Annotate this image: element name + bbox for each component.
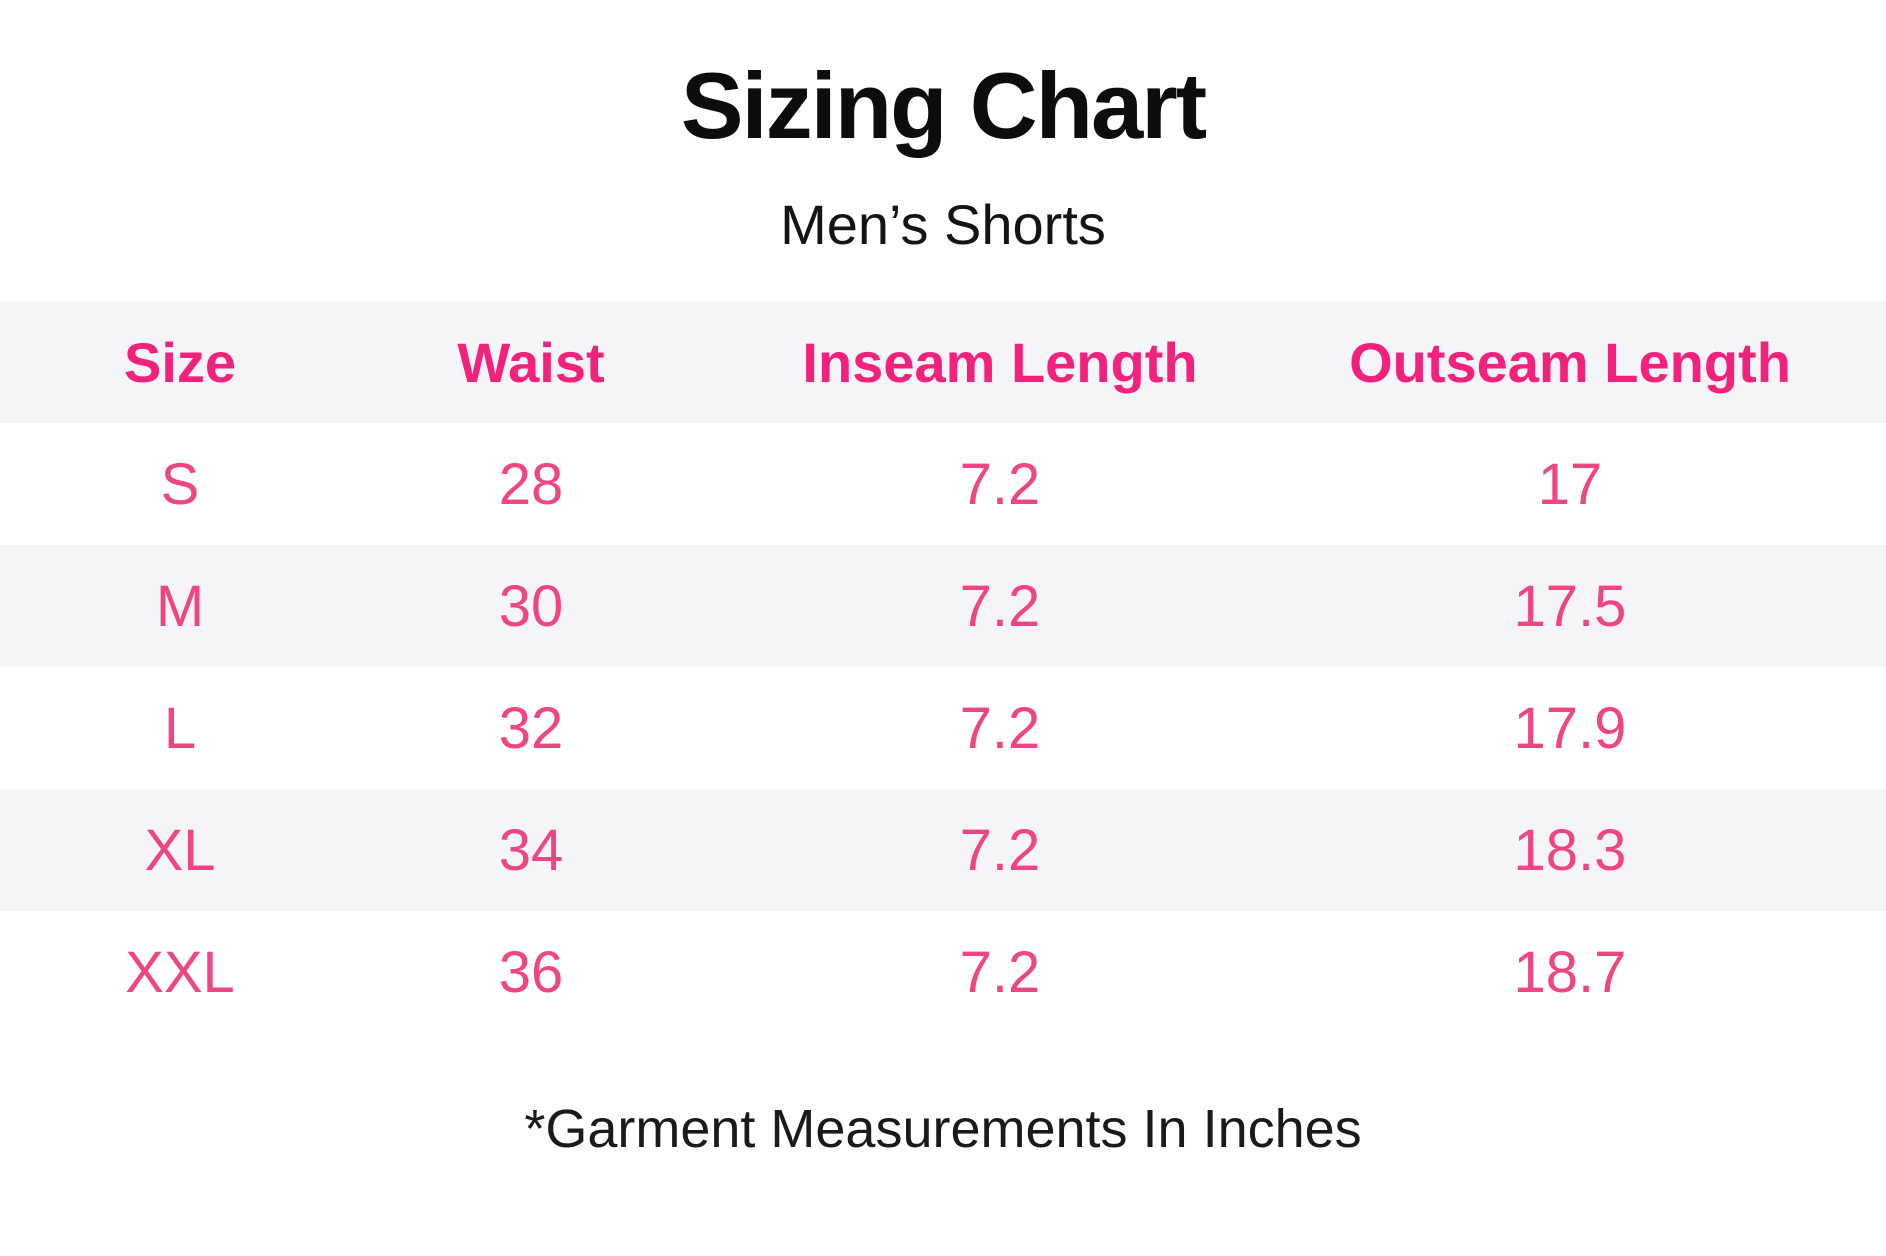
table-row-xxl: XXL 36 7.2 18.7 xyxy=(0,911,1886,1033)
table-row-m: M 30 7.2 17.5 xyxy=(0,545,1886,667)
page-subtitle: Men’s Shorts xyxy=(780,193,1106,256)
table-cell-size: XXL xyxy=(125,939,235,1005)
table-cell-outseam: 17.9 xyxy=(1513,695,1627,761)
column-header-outseam-length: Outseam Length xyxy=(1349,330,1791,394)
table-cell-waist: 34 xyxy=(498,817,564,883)
table-cell-outseam: 18.7 xyxy=(1513,939,1627,1005)
table-cell-size: S xyxy=(160,451,200,517)
table-cell-inseam: 7.2 xyxy=(959,573,1041,639)
table-row-l: L 32 7.2 17.9 xyxy=(0,667,1886,789)
table-cell-outseam: 17.5 xyxy=(1513,573,1627,639)
page-title: Sizing Chart xyxy=(680,53,1207,158)
sizing-table: Size Waist Inseam Length Outseam Length … xyxy=(0,301,1886,1033)
column-header-waist: Waist xyxy=(457,330,605,394)
table-cell-size: M xyxy=(155,573,205,639)
table-cell-inseam: 7.2 xyxy=(959,817,1041,883)
footnote: *Garment Measurements In Inches xyxy=(524,1099,1362,1159)
table-cell-outseam: 18.3 xyxy=(1513,817,1627,883)
table-cell-size: XL xyxy=(144,817,216,883)
table-cell-waist: 28 xyxy=(498,451,564,517)
table-cell-waist: 30 xyxy=(498,573,564,639)
header-row: Size Waist Inseam Length Outseam Length xyxy=(0,301,1886,423)
table-cell-outseam: 17 xyxy=(1537,451,1603,517)
table-cell-inseam: 7.2 xyxy=(959,939,1041,1005)
table-cell-waist: 32 xyxy=(498,695,564,761)
table-cell-inseam: 7.2 xyxy=(959,451,1041,517)
table-cell-waist: 36 xyxy=(498,939,564,1005)
table-row-s: S 28 7.2 17 xyxy=(0,423,1886,545)
table-cell-inseam: 7.2 xyxy=(959,695,1041,761)
column-header-inseam-length: Inseam Length xyxy=(802,330,1198,394)
table-cell-size: L xyxy=(163,695,197,761)
column-header-size: Size xyxy=(123,330,237,394)
table-row-xl: XL 34 7.2 18.3 xyxy=(0,789,1886,911)
